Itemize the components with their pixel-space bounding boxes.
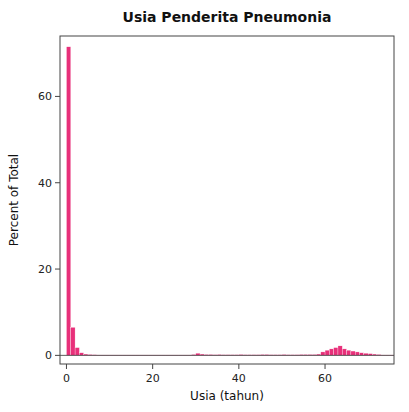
y-tick-label: 60 bbox=[38, 90, 52, 103]
x-tick bbox=[152, 364, 153, 369]
y-tick-label: 40 bbox=[38, 177, 52, 190]
zero-line bbox=[60, 355, 394, 356]
x-tick bbox=[325, 364, 326, 369]
y-tick bbox=[55, 355, 60, 356]
y-axis-label: Percent of Total bbox=[7, 154, 21, 246]
bar bbox=[321, 352, 325, 355]
bar bbox=[325, 350, 329, 355]
y-tick-label: 20 bbox=[38, 263, 52, 276]
bar bbox=[334, 348, 338, 356]
plot-frame bbox=[60, 36, 394, 364]
x-axis-label: Usia (tahun) bbox=[190, 389, 264, 403]
bar bbox=[75, 348, 79, 356]
bar bbox=[351, 351, 355, 355]
y-tick-label: 0 bbox=[45, 349, 52, 362]
x-tick bbox=[238, 364, 239, 369]
x-tick-label: 20 bbox=[146, 372, 160, 385]
bar bbox=[355, 352, 359, 355]
y-tick bbox=[55, 269, 60, 270]
bar bbox=[342, 349, 346, 355]
bar bbox=[66, 47, 70, 356]
x-tick bbox=[66, 364, 67, 369]
x-tick-label: 60 bbox=[318, 372, 332, 385]
bar bbox=[347, 350, 351, 355]
bar bbox=[329, 349, 333, 355]
bar bbox=[338, 346, 342, 355]
y-tick bbox=[55, 96, 60, 97]
bar bbox=[71, 327, 75, 355]
title: Usia Penderita Pneumonia bbox=[123, 9, 332, 25]
y-tick bbox=[55, 182, 60, 183]
x-tick-label: 40 bbox=[232, 372, 246, 385]
bars bbox=[66, 47, 394, 356]
chart: 0 20 40 60 0 20 40 60 Usia Penderita Pneumonia Us… bbox=[0, 0, 409, 412]
x-tick-label: 0 bbox=[63, 372, 70, 385]
